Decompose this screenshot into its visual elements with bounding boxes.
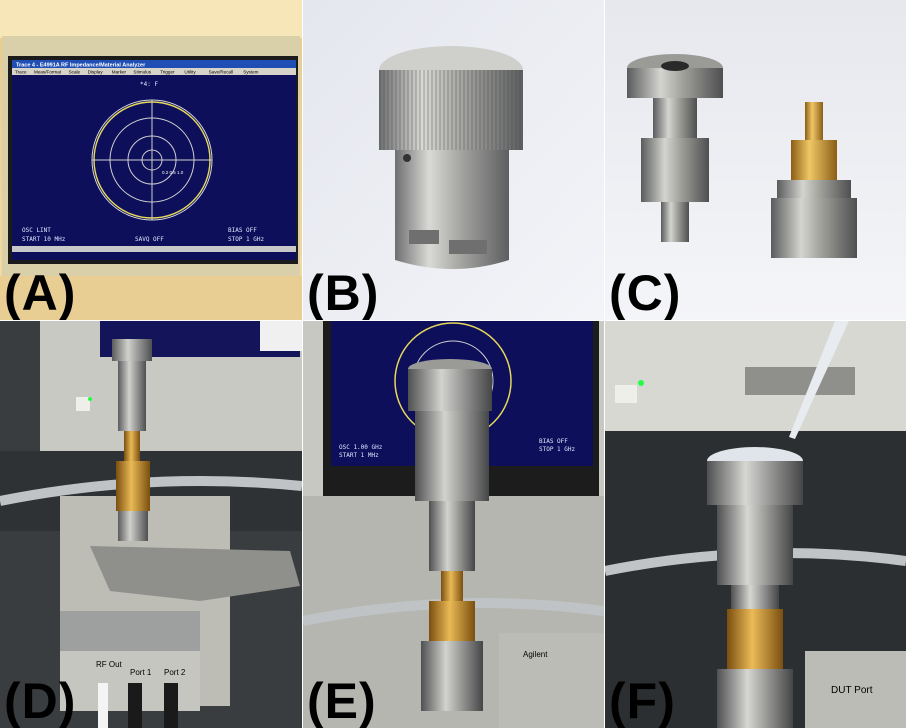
- panel-e: OSC 1.00 GHz START 1 MHz BIAS OFF STOP 1…: [303, 321, 604, 728]
- label-port1: Port 1: [130, 668, 152, 677]
- probe-f: [717, 505, 793, 585]
- label-port2: Port 2: [164, 668, 186, 677]
- probe-head: [627, 68, 723, 98]
- panel-c-label: (C): [609, 265, 682, 320]
- screen-bias: BIAS OFF: [228, 227, 257, 234]
- label-rf-out: RF Out: [96, 660, 123, 669]
- screen-menu-item: Scale: [69, 70, 81, 75]
- pipette: [789, 321, 849, 439]
- screen-osc: OSC LINT: [22, 227, 51, 234]
- panel-d: RF Out Port 1 Port 2 (D): [0, 321, 302, 728]
- screen-menu-item: Trace: [15, 70, 27, 75]
- screen-menu-item: Save/Recall: [209, 70, 234, 75]
- panel-b: (B): [303, 0, 604, 320]
- screen-menu-item: Meas/Format: [34, 70, 62, 75]
- sma-connector: [805, 102, 823, 142]
- screen-e-start: START 1 MHz: [339, 452, 379, 459]
- cylinder-e: [415, 411, 489, 501]
- fixture-e: [499, 633, 604, 728]
- screen-e-osc: OSC 1.00 GHz: [339, 444, 383, 451]
- fixture-f: [805, 651, 906, 728]
- screen-title: Trace 4 - E4991A RF Impedance/Material A…: [16, 63, 146, 69]
- connector-base: [771, 198, 857, 258]
- dut-port-label: DUT Port: [831, 685, 873, 696]
- panel-c: (C): [605, 0, 906, 320]
- smith-chart: 0.2 0.5 1.0: [91, 99, 213, 221]
- screen-stop: STOP 1 GHz: [228, 236, 265, 243]
- knurled-cap-e: [408, 369, 492, 411]
- screen-menu-item: Utility: [184, 70, 196, 75]
- screen-e-stop: STOP 1 GHz: [539, 446, 576, 453]
- probe-knurl: [641, 138, 709, 202]
- screen-savq: SAVQ OFF: [135, 236, 164, 243]
- panel-d-photo: RF Out Port 1 Port 2: [0, 321, 302, 728]
- panel-a: Trace 4 - E4991A RF Impedance/Material A…: [0, 0, 302, 320]
- panel-a-label: (A): [4, 265, 77, 320]
- brand-e: Agilent: [523, 650, 548, 659]
- screen-menu-item: Trigger: [160, 70, 175, 75]
- panel-c-photo: [605, 0, 906, 320]
- screen-menu-item: Stimulus: [133, 70, 151, 75]
- panel-b-photo: [303, 0, 604, 320]
- fixture-arm: [90, 546, 300, 601]
- screen-menu-item: System: [243, 70, 258, 75]
- screen-start: START 10 MHz: [22, 236, 66, 243]
- panel-e-label: (E): [307, 673, 377, 728]
- probe-stack: [118, 361, 146, 431]
- panel-a-photo: Trace 4 - E4991A RF Impedance/Material A…: [0, 0, 302, 320]
- screen-menu-item: Marker: [112, 70, 127, 75]
- svg-text:0.2 0.5 1.0: 0.2 0.5 1.0: [162, 170, 184, 175]
- panel-e-photo: OSC 1.00 GHz START 1 MHz BIAS OFF STOP 1…: [303, 321, 604, 728]
- screen-header: *4: F: [140, 81, 158, 88]
- screen-menu-item: Display: [88, 70, 104, 75]
- screen-menu: Trace Meas/Format Scale Display Marker Stimul…: [15, 70, 259, 75]
- panel-b-label: (B): [307, 265, 380, 320]
- panel-f-photo: DUT Port: [605, 321, 906, 728]
- screen-e-bias: BIAS OFF: [539, 438, 568, 445]
- panel-f-label: (F): [609, 673, 676, 728]
- panel-f: DUT Port (F): [605, 321, 906, 728]
- panel-d-label: (D): [4, 673, 77, 728]
